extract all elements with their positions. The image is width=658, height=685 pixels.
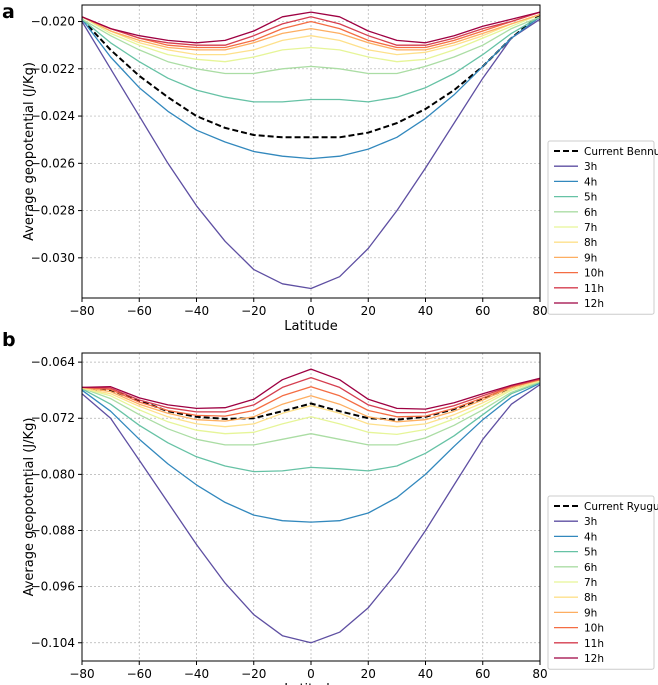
series-line-current-ryugu (81, 380, 541, 421)
series-line-9h (81, 379, 541, 423)
series-line-12h (81, 11, 541, 44)
x-tick-label: −20 (241, 304, 266, 318)
chart-panel-a: a −80 −60 −40 −20 0 20 40 60 80 −0.030 −0.028 −0.026… (2, 1, 658, 334)
legend-label: 9h (584, 252, 597, 264)
legend-label: 8h (584, 592, 597, 604)
legend-label: 5h (584, 547, 597, 559)
legend-label: 12h (584, 653, 604, 665)
y-axis-label: Average geopotential (J/Kg) (22, 418, 37, 597)
series-line-5h (81, 381, 541, 473)
x-tick-label: 0 (307, 667, 315, 681)
chart-panel-b: b −80 −60 −40 −20 0 20 40 60 80 −0.104 −0.096 −0.088… (2, 329, 658, 685)
legend-label: 12h (584, 298, 604, 310)
series-line-8h (81, 13, 541, 56)
x-tick-label: 80 (532, 304, 547, 318)
y-tick-label: −0.072 (31, 411, 75, 425)
legend-box (547, 495, 655, 670)
y-tick-label: −0.088 (31, 524, 75, 538)
legend-box (547, 140, 655, 315)
x-axis-label: Latitude (284, 319, 338, 334)
legend-label: 10h (584, 268, 604, 280)
x-tick-label: 80 (532, 667, 547, 681)
x-axis-label: Latitude (284, 682, 338, 685)
legend-label: 10h (584, 623, 604, 635)
series-line-10h (81, 11, 541, 49)
legend-label: 3h (584, 516, 597, 528)
y-axis-label: Average geopotential (J/Kg) (22, 62, 37, 241)
x-tick-label: −60 (127, 667, 152, 681)
legend-label: 5h (584, 192, 597, 204)
legend-label: 6h (584, 562, 597, 574)
panel-label: b (2, 329, 16, 351)
series-line-3h (81, 384, 541, 644)
series-line-7h (81, 380, 541, 436)
y-tick-label: −0.020 (31, 15, 75, 29)
legend-label: 7h (584, 222, 597, 234)
series-line-10h (81, 379, 541, 418)
legend-label: Current Ryugu (584, 501, 658, 513)
panel-label: a (2, 1, 15, 23)
series-line-4h (81, 16, 541, 160)
series-line-6h (81, 381, 541, 446)
x-tick-label: 20 (361, 667, 376, 681)
y-tick-label: −0.096 (31, 580, 75, 594)
legend-label: 7h (584, 577, 597, 589)
y-tick-label: −0.028 (31, 204, 75, 218)
x-tick-label: −80 (69, 667, 94, 681)
x-tick-label: 0 (307, 304, 315, 318)
legend-label: 4h (584, 531, 597, 543)
series-line-current-bennu (81, 13, 541, 139)
y-tick-label: −0.080 (31, 467, 75, 481)
y-tick-label: −0.030 (31, 251, 75, 265)
legend-label: 3h (584, 161, 597, 173)
x-tick-label: −80 (69, 304, 94, 318)
y-tick-label: −0.022 (31, 62, 75, 76)
x-tick-label: −40 (184, 667, 209, 681)
legend-label: Current Bennu (584, 146, 658, 158)
series-line-3h (81, 18, 541, 290)
y-tick-label: −0.064 (31, 355, 75, 369)
x-tick-label: 40 (418, 667, 433, 681)
legend-label: 11h (584, 638, 604, 650)
y-tick-label: −0.104 (31, 636, 75, 650)
series-line-6h (81, 16, 541, 75)
x-tick-label: −60 (127, 304, 152, 318)
series-line-9h (81, 13, 541, 51)
legend-label: 11h (584, 283, 604, 295)
legend: Current Ryugu 3h 4h 5h 6h 7h 8h 9h 10h 11h 12h (547, 495, 658, 670)
legend-label: 4h (584, 176, 597, 188)
y-tick-label: −0.026 (31, 156, 75, 170)
x-tick-label: 40 (418, 304, 433, 318)
legend: Current Bennu 3h 4h 5h 6h 7h 8h 9h 10h 11h 12h (547, 140, 658, 315)
x-tick-label: −20 (241, 667, 266, 681)
x-tick-label: 20 (361, 304, 376, 318)
series-line-11h (81, 11, 541, 46)
legend-label: 8h (584, 237, 597, 249)
y-tick-label: −0.024 (31, 109, 75, 123)
legend-label: 9h (584, 607, 597, 619)
legend-label: 6h (584, 207, 597, 219)
x-tick-label: 60 (475, 667, 490, 681)
series-line-11h (81, 376, 541, 414)
series-line-8h (81, 379, 541, 428)
series-line-7h (81, 13, 541, 63)
x-tick-label: 60 (475, 304, 490, 318)
series-line-5h (81, 16, 541, 103)
series-line-12h (81, 368, 541, 410)
x-tick-label: −40 (184, 304, 209, 318)
series-line-4h (81, 382, 541, 523)
